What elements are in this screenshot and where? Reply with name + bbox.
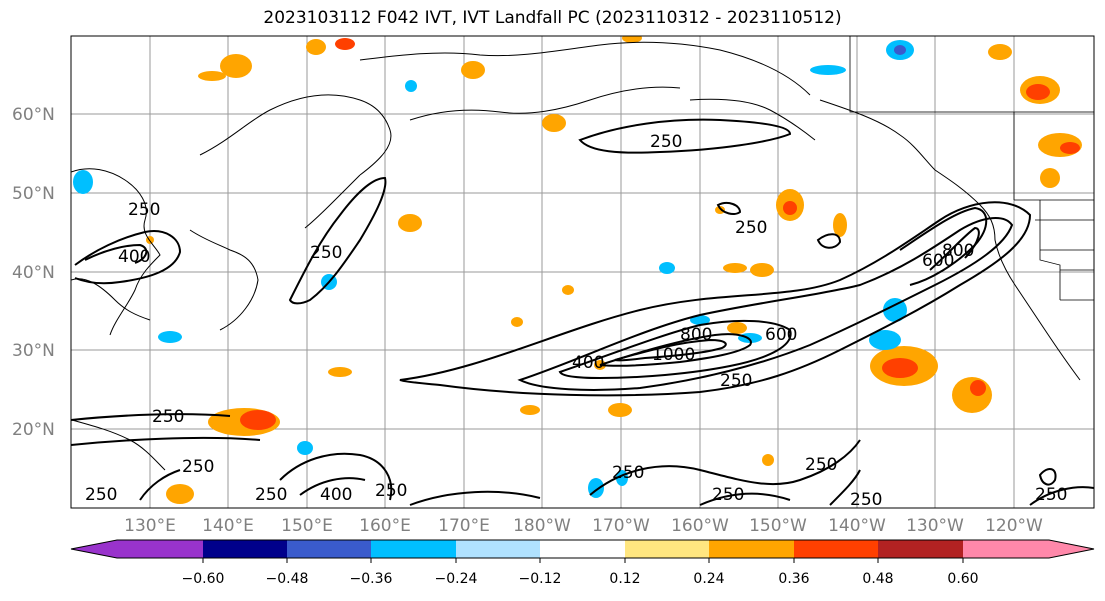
contour-label: 250	[612, 463, 644, 483]
colorbar-segment	[878, 540, 963, 558]
colorbar-tick-label: −0.12	[519, 571, 562, 587]
ivt-contours	[71, 118, 1094, 506]
colorbar-tick-label: 0.48	[862, 571, 893, 587]
contour-label: 250	[805, 455, 837, 475]
latitude-axis: 60°N 50°N 40°N 30°N 20°N	[12, 105, 55, 440]
lat-label-30n: 30°N	[12, 341, 55, 361]
contour-label: 250	[85, 485, 117, 505]
contour-labels: 250 250 250 400 250 250 250 600 800 800 …	[85, 132, 1067, 510]
contour-label: 250	[128, 200, 160, 220]
colorbar-segment	[794, 540, 878, 558]
longitude-axis: 130°E 140°E 150°E 160°E 170°E 180°W 170°…	[124, 516, 1043, 536]
colorbar-tick-label: 0.60	[947, 571, 978, 587]
lon-label: 130°E	[124, 516, 176, 536]
contour-label: 250	[735, 218, 767, 238]
contour-label: 1000	[652, 345, 695, 365]
lon-label: 140°W	[828, 516, 886, 536]
colorbar-tick-label: 0.36	[778, 571, 809, 587]
colorbar-segment	[371, 540, 456, 558]
contour-label: 250	[850, 490, 882, 510]
contour-label: 250	[310, 243, 342, 263]
colorbar-tick-label: 0.24	[693, 571, 724, 587]
lon-label: 150°E	[281, 516, 333, 536]
colorbar-tick-label: −0.48	[266, 571, 309, 587]
lat-label-50n: 50°N	[12, 184, 55, 204]
colorbar: −0.60 −0.48 −0.36 −0.24 −0.12 0.12 0.24 …	[70, 539, 1095, 587]
lat-label-60n: 60°N	[12, 105, 55, 125]
graticule	[71, 36, 1094, 508]
colorbar-tick-label: −0.36	[350, 571, 393, 587]
colorbar-outline	[70, 539, 1095, 559]
contour-label: 250	[712, 485, 744, 505]
contour-label: 400	[320, 485, 352, 505]
contour-label: 800	[942, 241, 974, 261]
colorbar-segment	[456, 540, 540, 558]
contour-label: 250	[375, 481, 407, 501]
lon-label: 140°E	[202, 516, 254, 536]
lon-label: 130°W	[906, 516, 964, 536]
colorbar-segment	[963, 540, 1049, 558]
colorbar-tick-label: −0.60	[182, 571, 225, 587]
colorbar-tick-label: 0.12	[609, 571, 640, 587]
lon-label: 150°W	[749, 516, 807, 536]
lat-label-20n: 20°N	[12, 420, 55, 440]
contour-label: 250	[650, 132, 682, 152]
lon-label: 160°E	[359, 516, 411, 536]
colorbar-segment	[709, 540, 794, 558]
contour-label: 250	[182, 457, 214, 477]
colorbar-segment	[203, 540, 287, 558]
contour-label: 250	[1035, 485, 1067, 505]
coastlines	[71, 41, 1081, 471]
contour-label: 250	[152, 407, 184, 427]
colorbar-segment	[117, 540, 203, 558]
contour-label: 600	[922, 251, 954, 271]
contour-label: 250	[255, 485, 287, 505]
contour-label: 250	[720, 371, 752, 391]
contour-label: 800	[680, 325, 712, 345]
map-content: 250 250 250 400 250 250 250 600 800 800 …	[71, 36, 1094, 510]
colorbar-tick-label: −0.24	[435, 571, 478, 587]
lon-label: 170°E	[438, 516, 490, 536]
colorbar-segment	[287, 540, 371, 558]
lon-label: 170°W	[592, 516, 650, 536]
colorbar-segment	[540, 540, 625, 558]
contour-label: 600	[765, 325, 797, 345]
colorbar-segment	[625, 540, 709, 558]
lon-label: 160°W	[671, 516, 729, 536]
map-frame	[70, 35, 1095, 509]
colorbar-low-extension	[71, 540, 117, 558]
lat-label-40n: 40°N	[12, 263, 55, 283]
pc-shading	[73, 36, 1082, 504]
lon-label: 120°W	[985, 516, 1043, 536]
colorbar-high-extension	[1049, 540, 1094, 558]
map-title: 2023103112 F042 IVT, IVT Landfall PC (20…	[263, 8, 842, 28]
political-borders	[849, 36, 1094, 301]
contour-label: 400	[572, 353, 604, 373]
lon-label: 180°W	[513, 516, 571, 536]
contour-label: 400	[118, 247, 150, 267]
